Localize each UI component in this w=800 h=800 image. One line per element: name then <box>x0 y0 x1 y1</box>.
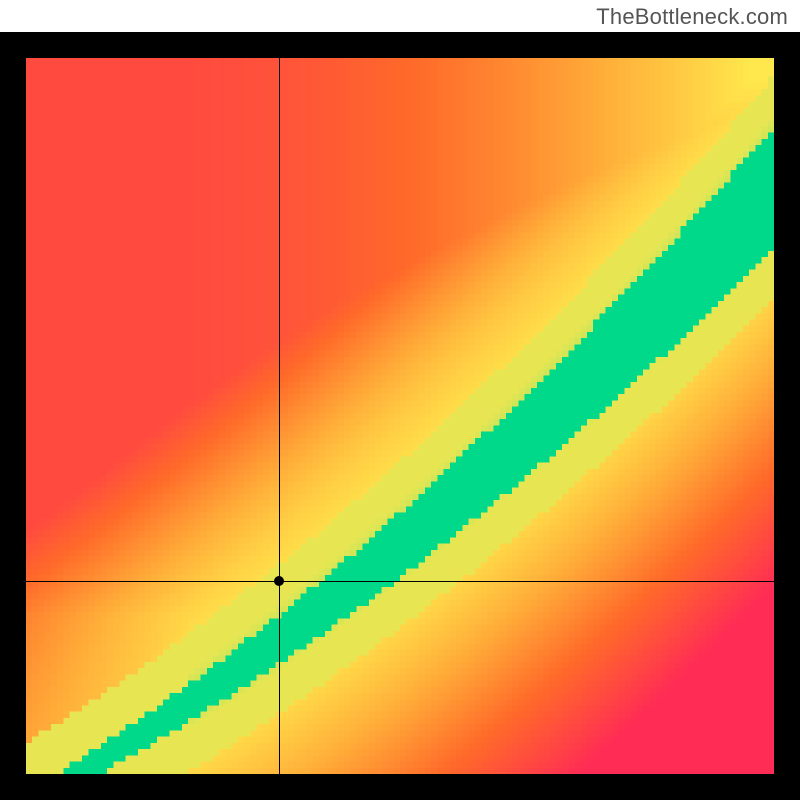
data-point-marker <box>274 576 284 586</box>
crosshair-horizontal <box>26 581 774 582</box>
heatmap-canvas <box>26 58 774 774</box>
crosshair-vertical <box>279 58 280 774</box>
plot-area <box>0 32 800 800</box>
chart-frame: TheBottleneck.com <box>0 0 800 800</box>
attribution-text: TheBottleneck.com <box>596 4 788 30</box>
